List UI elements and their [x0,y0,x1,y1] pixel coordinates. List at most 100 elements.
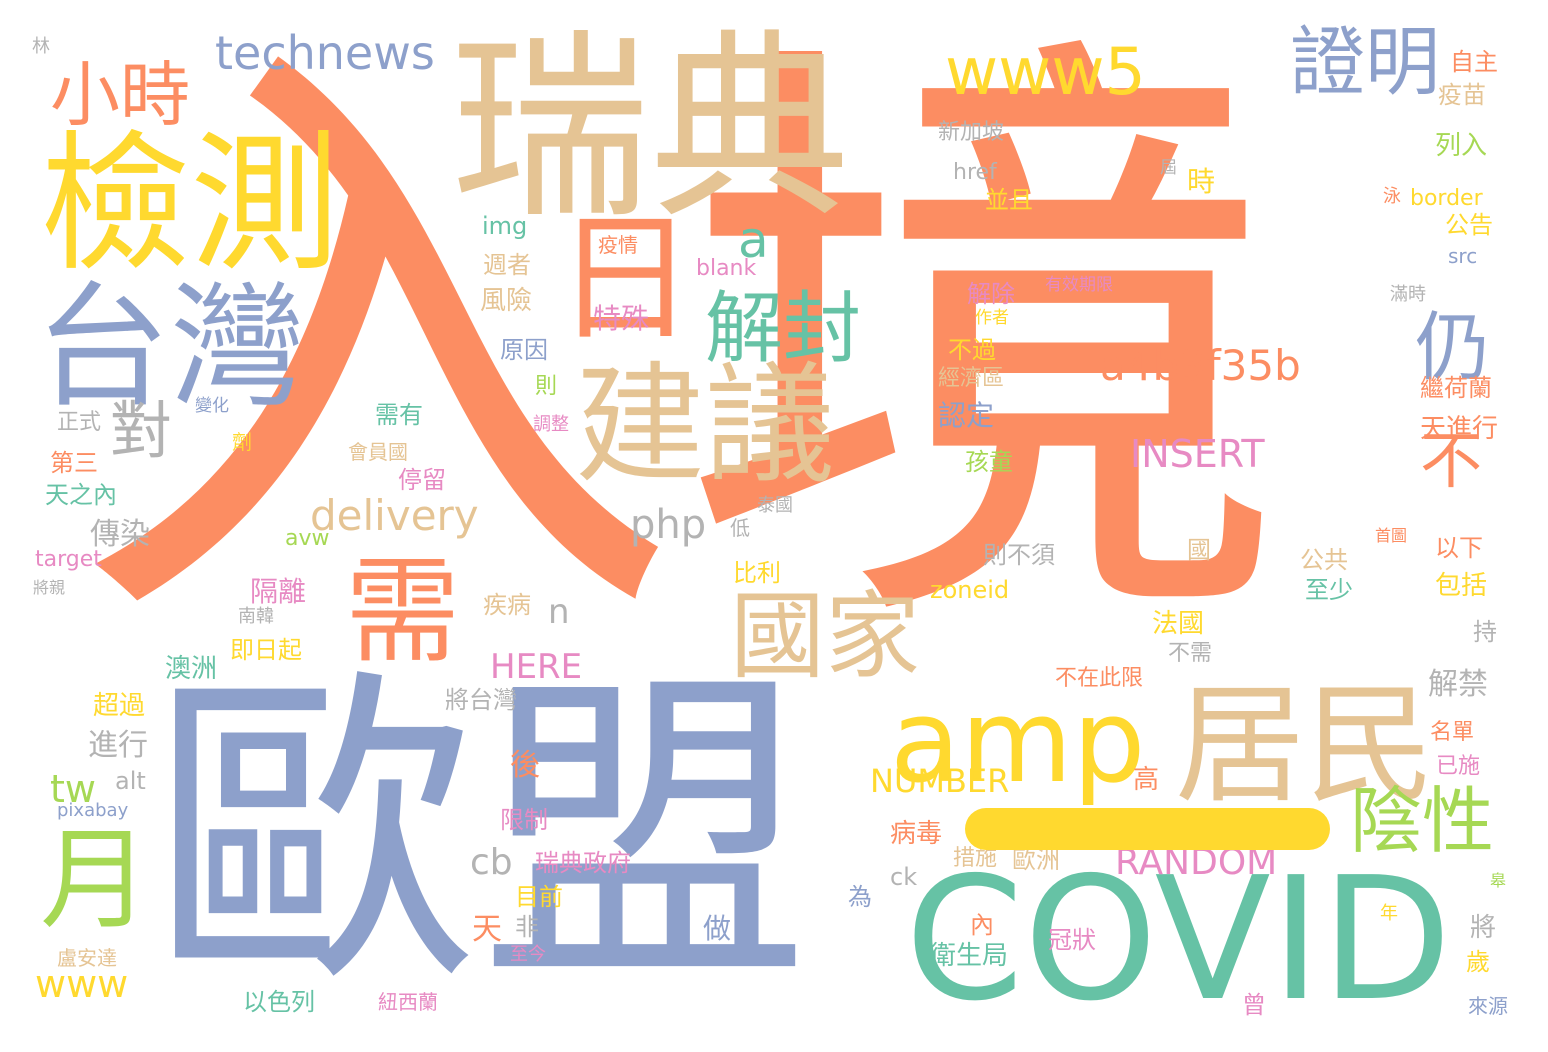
cloud-word: 紐西蘭 [378,990,438,1014]
cloud-word: 繼荷蘭 [1420,374,1492,402]
cloud-word: pixabay [57,800,129,821]
cloud-word: 原因 [500,336,548,364]
cloud-word: 曾 [1242,991,1266,1019]
cloud-word: 時 [1187,165,1216,198]
cloud-word: 措施 [953,846,998,871]
cloud-word: img [482,212,528,240]
cloud-word: 則 [535,374,558,399]
cloud-word: 名單 [1430,720,1475,745]
cloud-word: 公共 [1300,546,1348,574]
cloud-word: 泰國 [757,495,793,516]
cloud-word: href [953,160,997,185]
cloud-word: 停留 [398,466,446,494]
cloud-word: HERE [490,647,583,687]
cloud-word: 新加坡 [938,120,1005,145]
cloud-word: 將 [1470,913,1497,943]
cloud-word: 變化 [195,396,229,416]
cloud-word: 風險 [480,286,533,316]
cloud-word: 疾病 [483,591,531,619]
cloud-word: 冠狀 [1048,926,1096,954]
cloud-word: 作者 [975,308,1009,328]
cloud-word: 不 [1420,424,1483,497]
cloud-word: 南韓 [238,606,274,627]
cloud-word: 屆 [1160,158,1177,178]
cloud-word: 來源 [1468,994,1508,1018]
cloud-word: 比利 [733,559,781,587]
cloud-word: 會員國 [348,440,408,464]
cloud-word: 不過 [948,336,996,364]
cloud-word: 病毒 [890,819,943,849]
cloud-word: 低 [730,516,750,540]
cloud-word: 做 [703,912,732,945]
cloud-word: 將台灣 [445,686,517,714]
cloud-word: 首圖 [1375,526,1408,545]
cloud-word: 以色列 [243,988,315,1016]
cloud-word: 台灣 [35,269,305,426]
cloud-word: n [548,592,570,632]
cloud-word: 認定 [938,399,995,432]
cloud-word: COVID [905,841,1452,1039]
cloud-word: 已施 [1436,754,1481,779]
cloud-word: 限制 [500,806,548,834]
cloud-word: 解禁 [1428,667,1488,702]
cloud-word: 劑 [232,430,252,454]
cloud-word: 公告 [1445,211,1493,239]
cloud-word: 證明 [1290,18,1441,106]
cloud-word: RANDOM [1115,842,1278,883]
cloud-word: 仍 [1415,303,1491,391]
cloud-word: 國家 [730,582,921,692]
cloud-word: 居民 [1175,669,1436,821]
cloud-word: 陰性 [1350,779,1495,863]
cloud-word: cb [470,842,513,883]
cloud-word: 滿時 [1390,284,1426,305]
cloud-word: 檢測 [40,118,341,292]
cloud-word: 法國 [1152,609,1205,639]
cloud-word: 正式 [57,410,102,435]
cloud-word: 即日起 [230,636,302,664]
cloud-word: 並且 [985,186,1033,214]
cloud-word: 後 [510,748,540,783]
cloud-word: INSERT [1130,432,1265,476]
cloud-word: 需有 [375,401,423,429]
cloud-word: 調整 [533,414,569,435]
cloud-word: 對 [110,394,173,467]
cloud-word: 以下 [1435,534,1483,562]
cloud-word: 隔離 [250,575,307,608]
cloud-word: www5 [945,35,1146,110]
cloud-word: 孩童 [965,448,1013,476]
cloud-word: 持 [1473,618,1497,646]
cloud-word: 至少 [1305,576,1353,604]
cloud-word: 至今 [510,944,546,965]
cloud-word: avw [285,526,330,551]
cloud-word: technews [215,26,435,80]
cloud-word: 不在此限 [1055,666,1144,691]
cloud-word: zoneid [930,576,1010,604]
cloud-word: 瑞典政府 [535,849,631,877]
cloud-word: 月 [40,816,150,944]
cloud-word: a [738,211,769,269]
cloud-word: border [1410,186,1483,211]
cloud-word: 超過 [93,691,146,721]
cloud-word: 經濟區 [938,366,1005,391]
cloud-word: 泳 [1383,186,1401,207]
cloud-word: delivery [310,491,479,540]
cloud-word: 需 [345,545,461,679]
cloud-word: alt [115,767,146,795]
cloud-word: 衛生局 [930,941,1009,971]
cloud-word: tw [50,767,96,811]
cloud-word: 傳染 [90,517,150,552]
cloud-word: 列入 [1435,131,1488,161]
cloud-word: 疫苗 [1438,81,1486,109]
cloud-word: 疫情 [598,233,638,257]
cloud-word: 年 [1380,903,1398,924]
cloud-word: 建議 [575,349,836,501]
cloud-word: a4b3f35b [1100,341,1301,390]
cloud-word: 非 [515,913,539,941]
cloud-word: 包括 [1435,571,1488,601]
cloud-word: 內 [970,911,994,939]
cloud-word: 皋 [1490,871,1507,890]
cloud-word: 歐盟 [150,643,810,1027]
cloud-word: 解除 [967,280,1015,308]
cloud-word: NUMBER [870,762,1010,800]
